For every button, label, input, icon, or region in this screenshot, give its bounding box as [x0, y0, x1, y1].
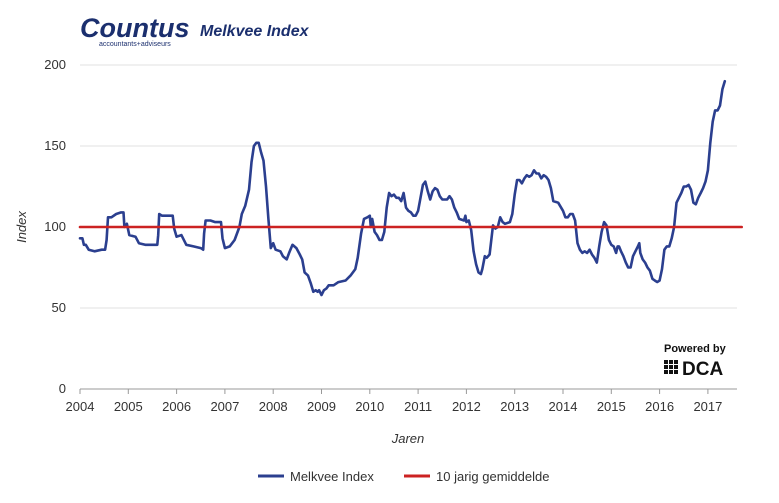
legend: Melkvee Index 10 jarig gemiddelde	[258, 469, 549, 484]
series-line-melkvee-index	[78, 79, 727, 297]
y-tick-label: 0	[59, 381, 66, 396]
brand-logo: Countus accountants+adviseurs	[80, 13, 189, 48]
powered-by-label: Powered by	[664, 343, 727, 355]
brand-tagline: accountants+adviseurs	[99, 41, 171, 48]
x-tick-label: 2014	[549, 399, 578, 414]
x-tick-label: 2007	[210, 399, 239, 414]
x-tick-label: 2013	[500, 399, 529, 414]
y-tick-label: 100	[44, 219, 66, 234]
x-axis-ticks: 2004 2005 2006 2007 2008 2009 2010 2011 2012 2013…	[66, 389, 722, 414]
y-axis-ticks: 0 50 100 150 200	[44, 57, 66, 396]
x-tick-label: 2006	[162, 399, 191, 414]
legend-label-melkvee: Melkvee Index	[290, 469, 374, 484]
x-tick-label: 2008	[259, 399, 288, 414]
x-tick-label: 2010	[355, 399, 384, 414]
legend-label-gemiddelde: 10 jarig gemiddelde	[436, 469, 549, 484]
y-tick-label: 150	[44, 138, 66, 153]
dca-grid-icon	[664, 360, 678, 374]
x-tick-label: 2017	[693, 399, 722, 414]
y-axis-title: Index	[14, 211, 29, 243]
x-tick-label: 2005	[114, 399, 143, 414]
y-tick-label: 50	[52, 300, 66, 315]
powered-by-badge: Powered by DCA	[664, 343, 727, 380]
grid-lines	[80, 64, 737, 309]
brand-name: Countus	[80, 13, 189, 43]
x-axis-title: Jaren	[391, 431, 425, 446]
x-tick-label: 2016	[645, 399, 674, 414]
x-tick-label: 2009	[307, 399, 336, 414]
series-group	[78, 79, 744, 297]
powered-by-brand: DCA	[682, 359, 723, 380]
x-tick-label: 2012	[452, 399, 481, 414]
y-tick-label: 200	[44, 57, 66, 72]
x-tick-label: 2011	[404, 399, 432, 414]
x-tick-label: 2004	[66, 399, 95, 414]
chart-title: Melkvee Index	[200, 23, 310, 40]
x-tick-label: 2015	[597, 399, 626, 414]
